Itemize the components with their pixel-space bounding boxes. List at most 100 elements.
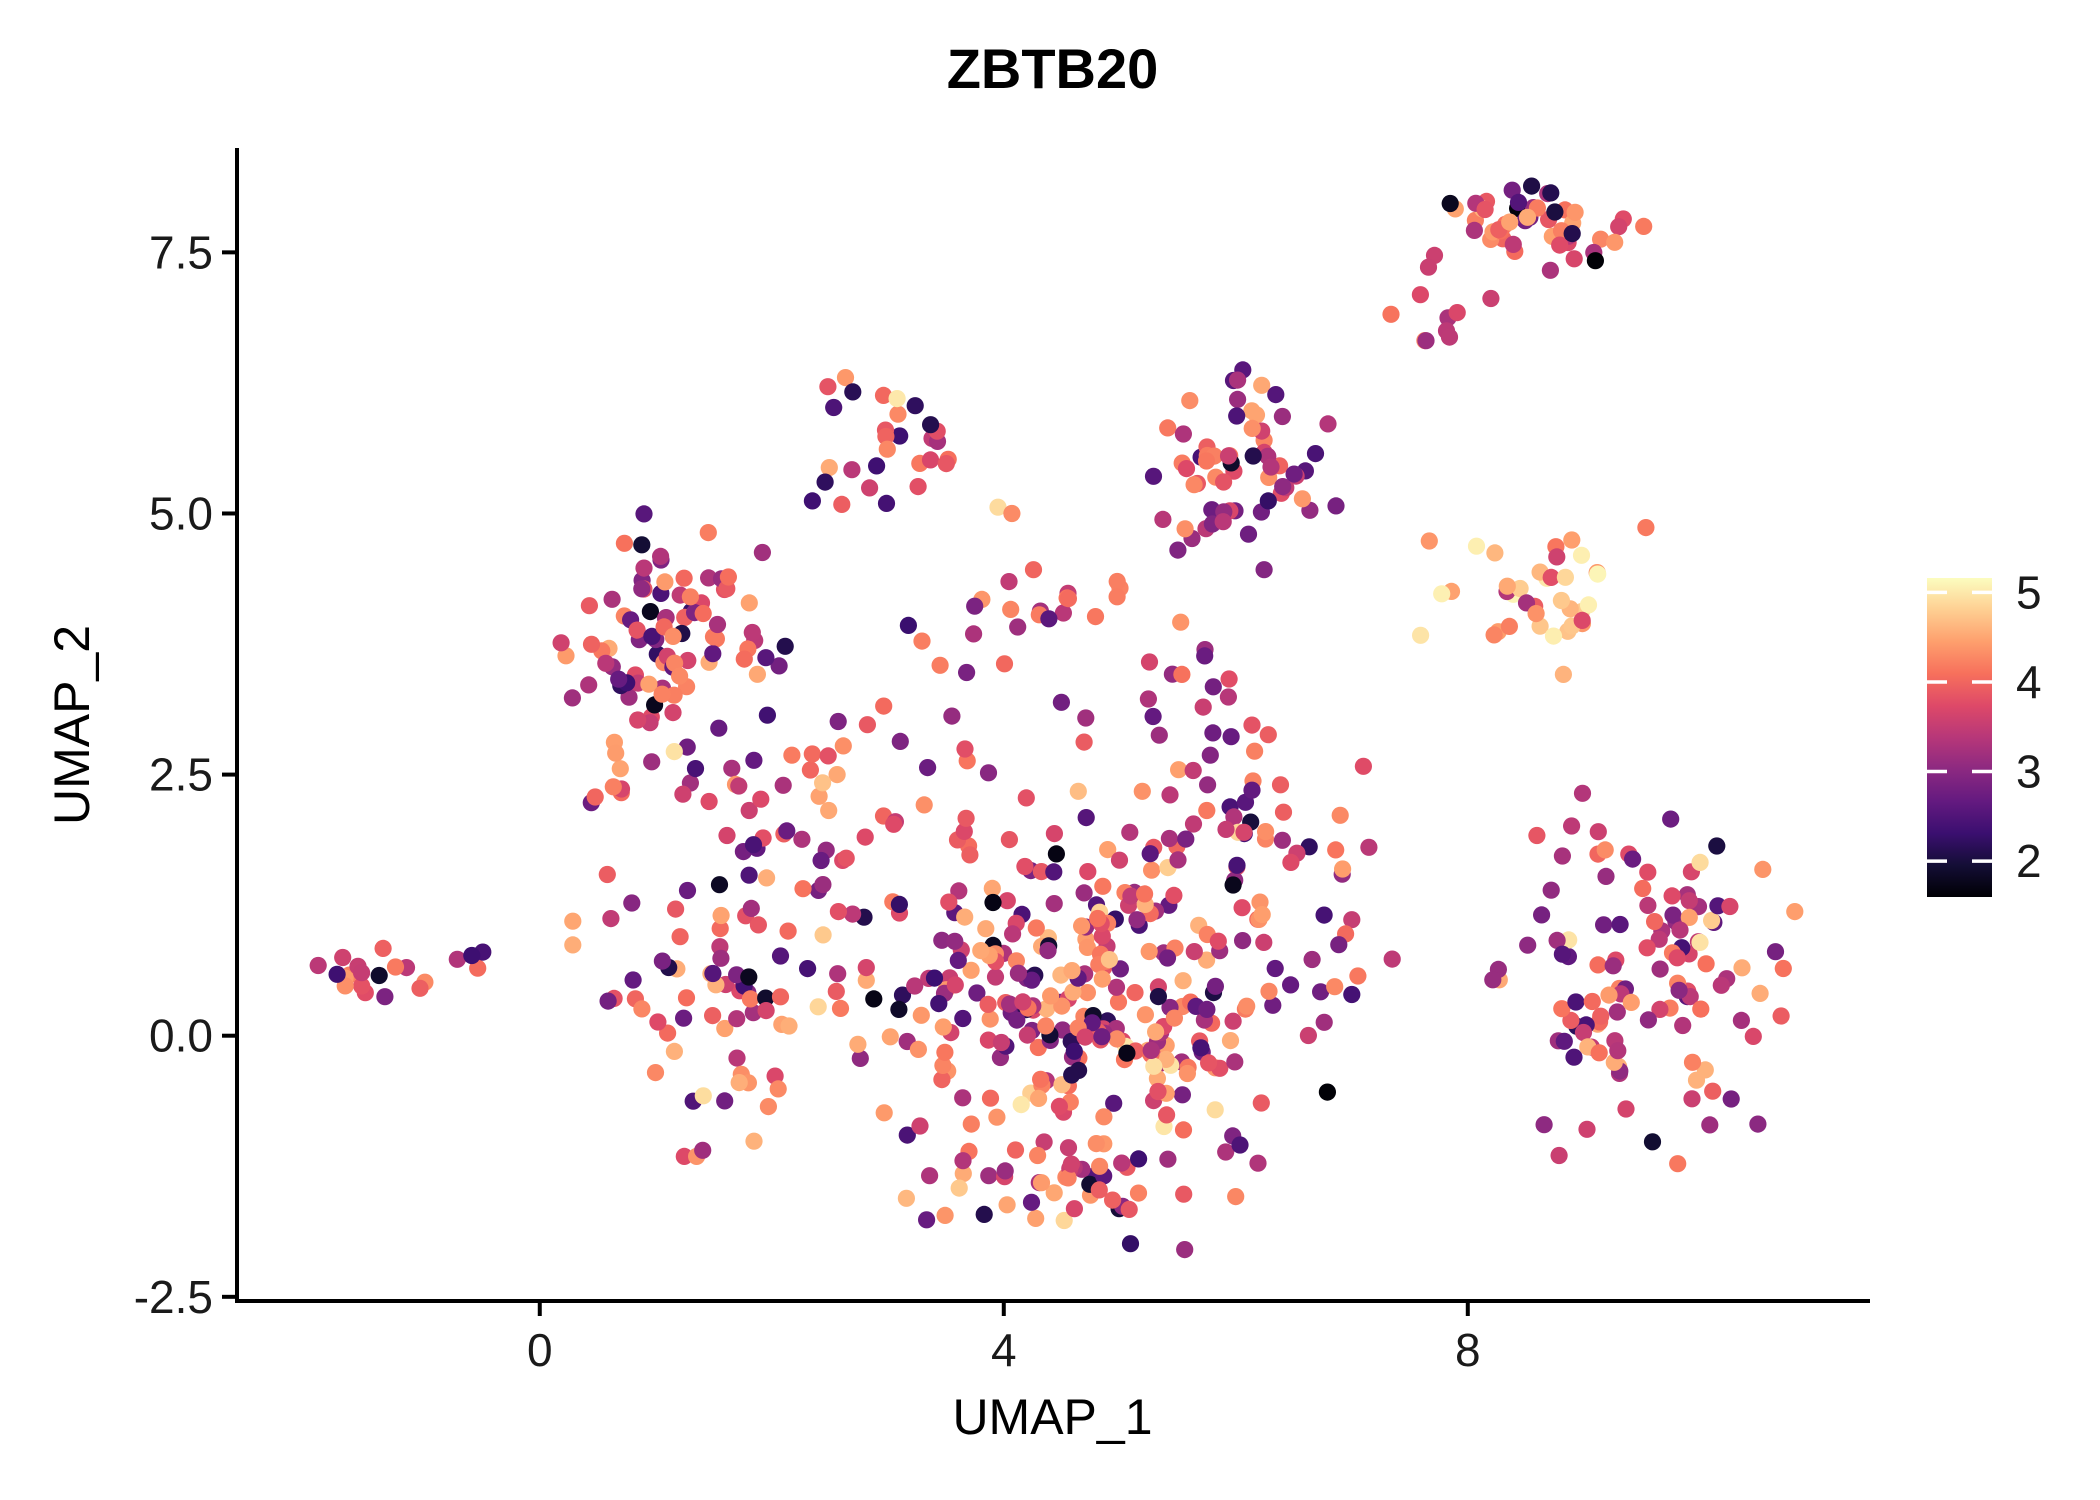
- data-point: [857, 959, 875, 977]
- data-point: [1749, 1115, 1767, 1133]
- data-point: [1201, 746, 1219, 764]
- data-point: [1318, 1083, 1336, 1101]
- data-point: [961, 846, 979, 864]
- data-point: [675, 1009, 693, 1027]
- data-point: [386, 958, 405, 976]
- data-point: [623, 894, 641, 912]
- data-point: [1023, 971, 1041, 989]
- data-point: [374, 939, 392, 958]
- data-point: [1121, 823, 1139, 841]
- data-point: [1149, 1082, 1167, 1101]
- data-point: [1772, 1007, 1790, 1025]
- data-point: [679, 651, 697, 670]
- data-point: [1175, 1185, 1193, 1203]
- data-point: [1596, 841, 1614, 859]
- data-point: [1744, 1027, 1762, 1045]
- data-point: [603, 590, 621, 608]
- data-point: [1078, 984, 1096, 1002]
- data-point: [909, 1040, 928, 1058]
- data-point: [1343, 985, 1361, 1004]
- data-point: [1578, 1120, 1596, 1138]
- data-point: [836, 369, 855, 387]
- data-point: [675, 1147, 693, 1165]
- data-point: [1501, 213, 1519, 231]
- data-point: [1184, 761, 1202, 780]
- data-point: [598, 865, 616, 884]
- data-point: [769, 1080, 787, 1098]
- data-point: [771, 947, 790, 965]
- data-point: [607, 744, 625, 762]
- data-point: [803, 492, 822, 510]
- data-point: [741, 990, 760, 1008]
- data-point: [704, 1007, 722, 1025]
- data-point: [1565, 1048, 1583, 1066]
- data-point: [704, 964, 722, 983]
- data-point: [1194, 698, 1212, 716]
- data-point: [1535, 1116, 1553, 1134]
- data-point: [918, 1211, 936, 1229]
- data-point: [1697, 955, 1715, 973]
- data-point: [1222, 728, 1240, 746]
- data-point: [1448, 304, 1466, 322]
- data-point: [1224, 1012, 1242, 1030]
- data-point: [913, 632, 931, 650]
- data-point: [1271, 776, 1290, 794]
- data-point: [1006, 1141, 1025, 1159]
- data-point: [1110, 851, 1129, 869]
- data-point: [1108, 572, 1126, 591]
- data-point: [1754, 860, 1772, 879]
- data-point: [740, 801, 758, 820]
- data-point: [906, 397, 924, 415]
- data-point: [1029, 1146, 1047, 1165]
- data-point: [930, 995, 948, 1013]
- data-point: [819, 747, 837, 765]
- data-point: [1149, 988, 1167, 1006]
- data-point: [1609, 1042, 1627, 1060]
- data-point: [957, 809, 975, 827]
- data-point: [1701, 1116, 1719, 1134]
- data-point: [1003, 504, 1021, 523]
- data-point: [1712, 976, 1730, 994]
- data-point: [1299, 1026, 1317, 1045]
- colorbar-gradient: [1927, 578, 1992, 897]
- data-point: [992, 1033, 1011, 1052]
- data-point: [933, 1071, 951, 1089]
- data-point: [983, 879, 1001, 898]
- data-point: [1244, 447, 1262, 465]
- data-point: [735, 650, 753, 668]
- data-point: [1243, 419, 1261, 437]
- data-point: [814, 876, 832, 894]
- data-point: [370, 966, 388, 985]
- data-point: [803, 745, 821, 763]
- data-point: [1663, 887, 1681, 905]
- data-point: [1722, 1090, 1740, 1108]
- data-point: [1042, 987, 1060, 1005]
- data-point: [597, 654, 615, 672]
- data-point: [897, 1189, 916, 1207]
- data-point: [1076, 1028, 1094, 1046]
- data-point: [1583, 992, 1601, 1011]
- data-point: [665, 1042, 684, 1060]
- data-point: [666, 654, 684, 672]
- data-point: [1199, 776, 1217, 794]
- data-point: [712, 949, 730, 967]
- axes: [235, 148, 1870, 1303]
- data-point: [1634, 879, 1652, 898]
- data-point: [837, 849, 855, 867]
- data-point: [988, 1108, 1006, 1126]
- data-point: [851, 1049, 869, 1067]
- data-point: [1075, 733, 1093, 751]
- data-point: [1206, 1101, 1224, 1119]
- y-tick-label: 0.0: [149, 1010, 213, 1062]
- data-point: [1592, 230, 1610, 248]
- data-point: [646, 1064, 665, 1082]
- data-point: [877, 427, 895, 446]
- data-point: [1553, 945, 1571, 963]
- data-point: [1032, 1070, 1050, 1088]
- data-point: [793, 830, 811, 848]
- data-point: [752, 790, 770, 808]
- data-point: [1139, 690, 1157, 708]
- data-point: [1209, 932, 1227, 950]
